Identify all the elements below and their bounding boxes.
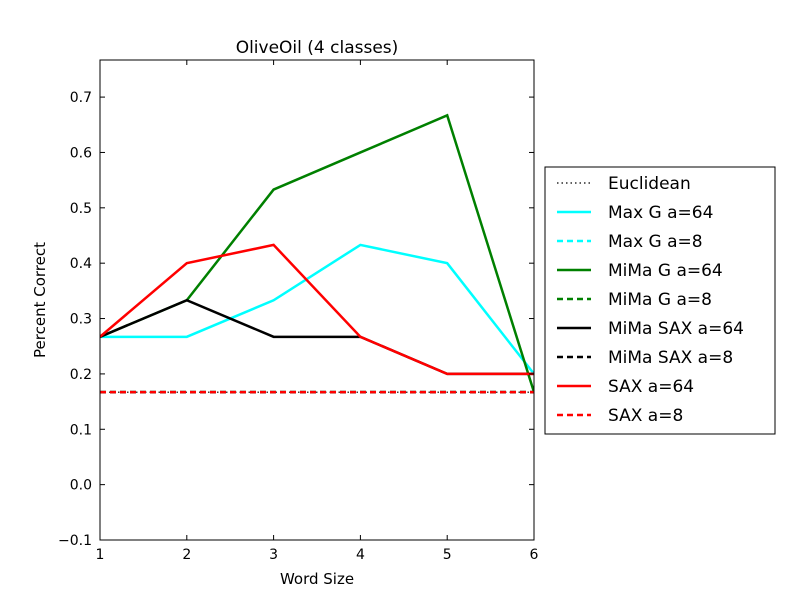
legend-label: Max G a=64 [608, 203, 713, 223]
legend-label: Euclidean [608, 174, 691, 194]
y-tick-label: −0.1 [58, 533, 92, 549]
x-tick-label: 1 [96, 547, 105, 563]
x-tick-label: 6 [530, 547, 539, 563]
y-tick-label: 0.3 [70, 312, 92, 328]
legend-entry: MiMa SAX a=64 [557, 319, 744, 339]
legend-label: MiMa SAX a=64 [608, 319, 744, 339]
legend-label: MiMa G a=8 [608, 290, 712, 310]
y-tick-label: 0.2 [70, 367, 92, 383]
y-tick-label: 0.7 [70, 90, 92, 106]
legend-label: SAX a=8 [608, 406, 683, 426]
y-tick-label: 0.4 [70, 256, 92, 272]
y-axis-label: Percent Correct [31, 242, 49, 358]
legend-label: SAX a=64 [608, 377, 694, 397]
legend-label: Max G a=8 [608, 232, 703, 252]
y-tick-label: 0.1 [70, 422, 92, 438]
legend-entry: Max G a=64 [557, 203, 713, 223]
series-line-max-g-a-64 [100, 243, 534, 375]
y-tick-label: 0.5 [70, 201, 92, 217]
legend-entry: MiMa G a=64 [557, 261, 723, 281]
legend-entry: SAX a=64 [557, 377, 694, 397]
chart-title: OliveOil (4 classes) [236, 38, 399, 58]
series-lines [100, 113, 534, 394]
legend: Euclidean Max G a=64 Max G a=8 MiMa G a=64 M… [544, 166, 776, 435]
legend-entry: MiMa SAX a=8 [557, 348, 733, 368]
x-tick-label: 5 [443, 547, 452, 563]
y-tick-label: 0.6 [70, 145, 92, 161]
legend-entry: MiMa G a=8 [557, 290, 712, 310]
legend-label: MiMa G a=64 [608, 261, 723, 281]
series-line-sax-a-64 [100, 243, 534, 376]
plot-frame [99, 59, 535, 541]
y-tick-label: 0.0 [70, 478, 92, 494]
x-tick-label: 2 [182, 547, 191, 563]
legend-label: MiMa SAX a=8 [608, 348, 733, 368]
legend-entry: Max G a=8 [557, 232, 703, 252]
legend-entry: Euclidean [557, 174, 691, 194]
legend-entry: SAX a=8 [557, 406, 683, 426]
x-tick-label: 3 [269, 547, 278, 563]
x-tick-label: 4 [356, 547, 365, 563]
x-axis-label: Word Size [280, 570, 354, 588]
plot-area: 1 2 3 4 5 6 −0.1 0.0 0.1 0.2 0.3 0.4 0.5 0.6 0.7 [58, 59, 539, 563]
